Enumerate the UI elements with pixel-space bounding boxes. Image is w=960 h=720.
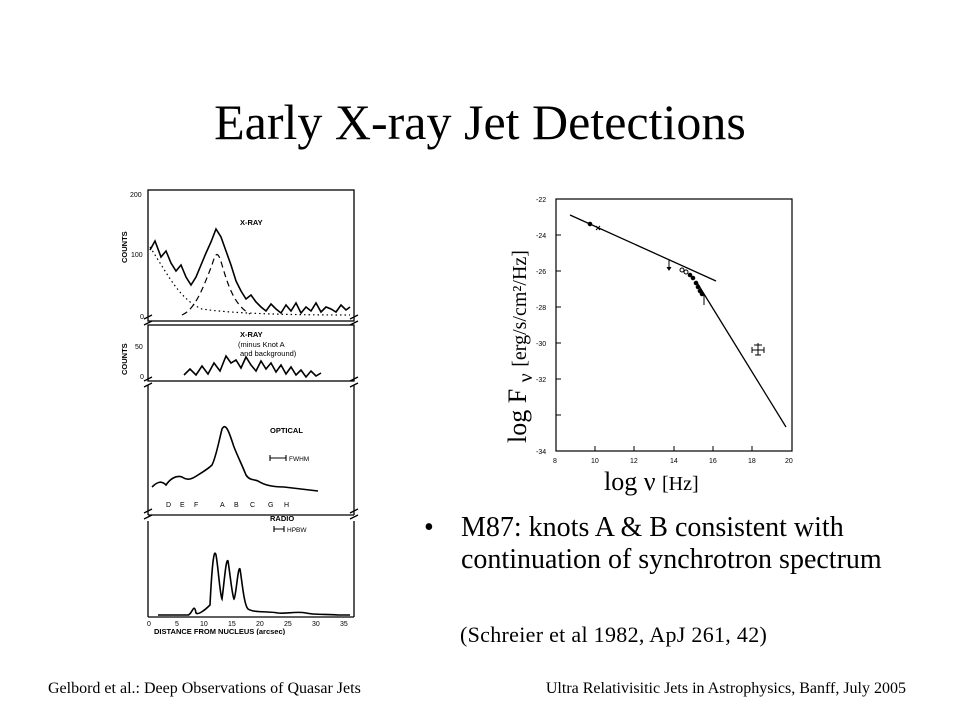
xtick-10: 10 (591, 458, 599, 465)
knot-a-model (181, 253, 251, 316)
xray-label: X-RAY (240, 218, 263, 227)
ylabel-main: log F (503, 388, 532, 443)
radio-profile (158, 552, 350, 616)
radio-label: RADIO (270, 514, 294, 523)
bullet-text: M87: knots A & B consistent with continu… (461, 512, 882, 575)
radio-optical-fit (569, 214, 717, 282)
data-point (595, 225, 601, 231)
knot-f: F (194, 502, 198, 509)
data-point (683, 269, 689, 275)
jet-profile-figure: X-RAY X-RAY (minus Knot A and background… (120, 189, 359, 635)
xtick-20: 20 (785, 458, 793, 465)
knot-h: H (284, 502, 289, 509)
counts-axis-label-2: COUNTS (120, 343, 129, 375)
ytick-32: -32 (536, 377, 546, 384)
data-point (679, 267, 685, 273)
xtick-8: 8 (553, 458, 557, 465)
knot-e: E (180, 502, 185, 509)
xtick-35: 35 (340, 621, 348, 628)
footer-right: Ultra Relativisitic Jets in Astrophysics… (545, 680, 906, 697)
knot-d: D (166, 502, 171, 509)
ytick-26: -26 (536, 269, 546, 276)
xray-panel-frame (147, 189, 355, 322)
data-point (699, 291, 705, 297)
hpbw-label: HPBW (287, 527, 307, 534)
ytick-xray2-50: 50 (135, 344, 143, 351)
ytick-34: -34 (536, 449, 546, 456)
xtick-14: 14 (670, 458, 678, 465)
data-point (697, 288, 703, 294)
fwhm-label: FWHM (289, 456, 309, 463)
xtick-12: 12 (630, 458, 638, 465)
distance-axis-label: DISTANCE FROM NUCLEUS (arcsec) (154, 627, 286, 635)
spectrum-frame (555, 198, 793, 452)
ytick-xray-100: 100 (131, 252, 143, 259)
xtick-5: 5 (175, 621, 179, 628)
xtick-25: 25 (284, 621, 292, 628)
spectrum-plot: -22 -24 -26 -28 -30 -32 -34 8 10 12 14 1… (536, 197, 793, 465)
xtick-0: 0 (147, 621, 151, 628)
xray-point-bar (754, 343, 762, 350)
optical-profile (151, 425, 319, 492)
slide-title: Early X-ray Jet Detections (214, 94, 746, 150)
xray-residual-curve (183, 354, 322, 379)
optical-label: OPTICAL (270, 426, 303, 435)
xlabel-main: log ν (604, 467, 656, 496)
optical-xray-fit (695, 280, 787, 428)
footer-left: Gelbord et al.: Deep Observations of Qua… (48, 680, 361, 697)
ytick-xray-0: 0 (140, 314, 144, 321)
data-point (587, 221, 593, 227)
data-point (690, 275, 696, 281)
ytick-24: -24 (536, 233, 546, 240)
ytick-28: -28 (536, 305, 546, 312)
xlabel-unit: [Hz] (661, 473, 699, 495)
counts-axis-label: COUNTS (120, 231, 129, 263)
xray2-note-1: (minus Knot A (238, 340, 285, 349)
ytick-30: -30 (536, 341, 546, 348)
xtick-30: 30 (312, 621, 320, 628)
xtick-18: 18 (748, 458, 756, 465)
knot-g: G (268, 502, 273, 509)
xray2-note-2: and background) (240, 349, 297, 358)
ytick-xray2-0: 0 (140, 374, 144, 381)
data-point (687, 272, 693, 278)
ytick-xray-200: 200 (130, 192, 142, 199)
knot-b: B (234, 502, 239, 509)
data-point (693, 280, 699, 286)
ylabel-sub: ν (515, 373, 538, 383)
xtick-20: 20 (256, 621, 264, 628)
knot-a: A (220, 502, 225, 509)
bullet-dot: • (424, 512, 434, 543)
xray2-label: X-RAY (240, 330, 263, 339)
reference-citation: (Schreier et al 1982, ApJ 261, 42) (460, 622, 768, 647)
data-point (666, 260, 672, 271)
xtick-16: 16 (709, 458, 717, 465)
xtick-10: 10 (200, 621, 208, 628)
spectrum-x-axis-label: log ν [Hz] (604, 467, 699, 497)
knot-c: C (250, 502, 255, 509)
xray2-panel-frame (147, 324, 355, 382)
data-point (695, 284, 701, 290)
ytick-22: -22 (536, 197, 546, 204)
background-model (149, 246, 351, 316)
ylabel-unit: [erg/s/cm²/Hz] (509, 250, 531, 367)
xtick-15: 15 (228, 621, 236, 628)
spectrum-y-axis-label: log F ν [erg/s/cm²/Hz] (503, 250, 541, 443)
xray-counts-curve (149, 227, 351, 315)
